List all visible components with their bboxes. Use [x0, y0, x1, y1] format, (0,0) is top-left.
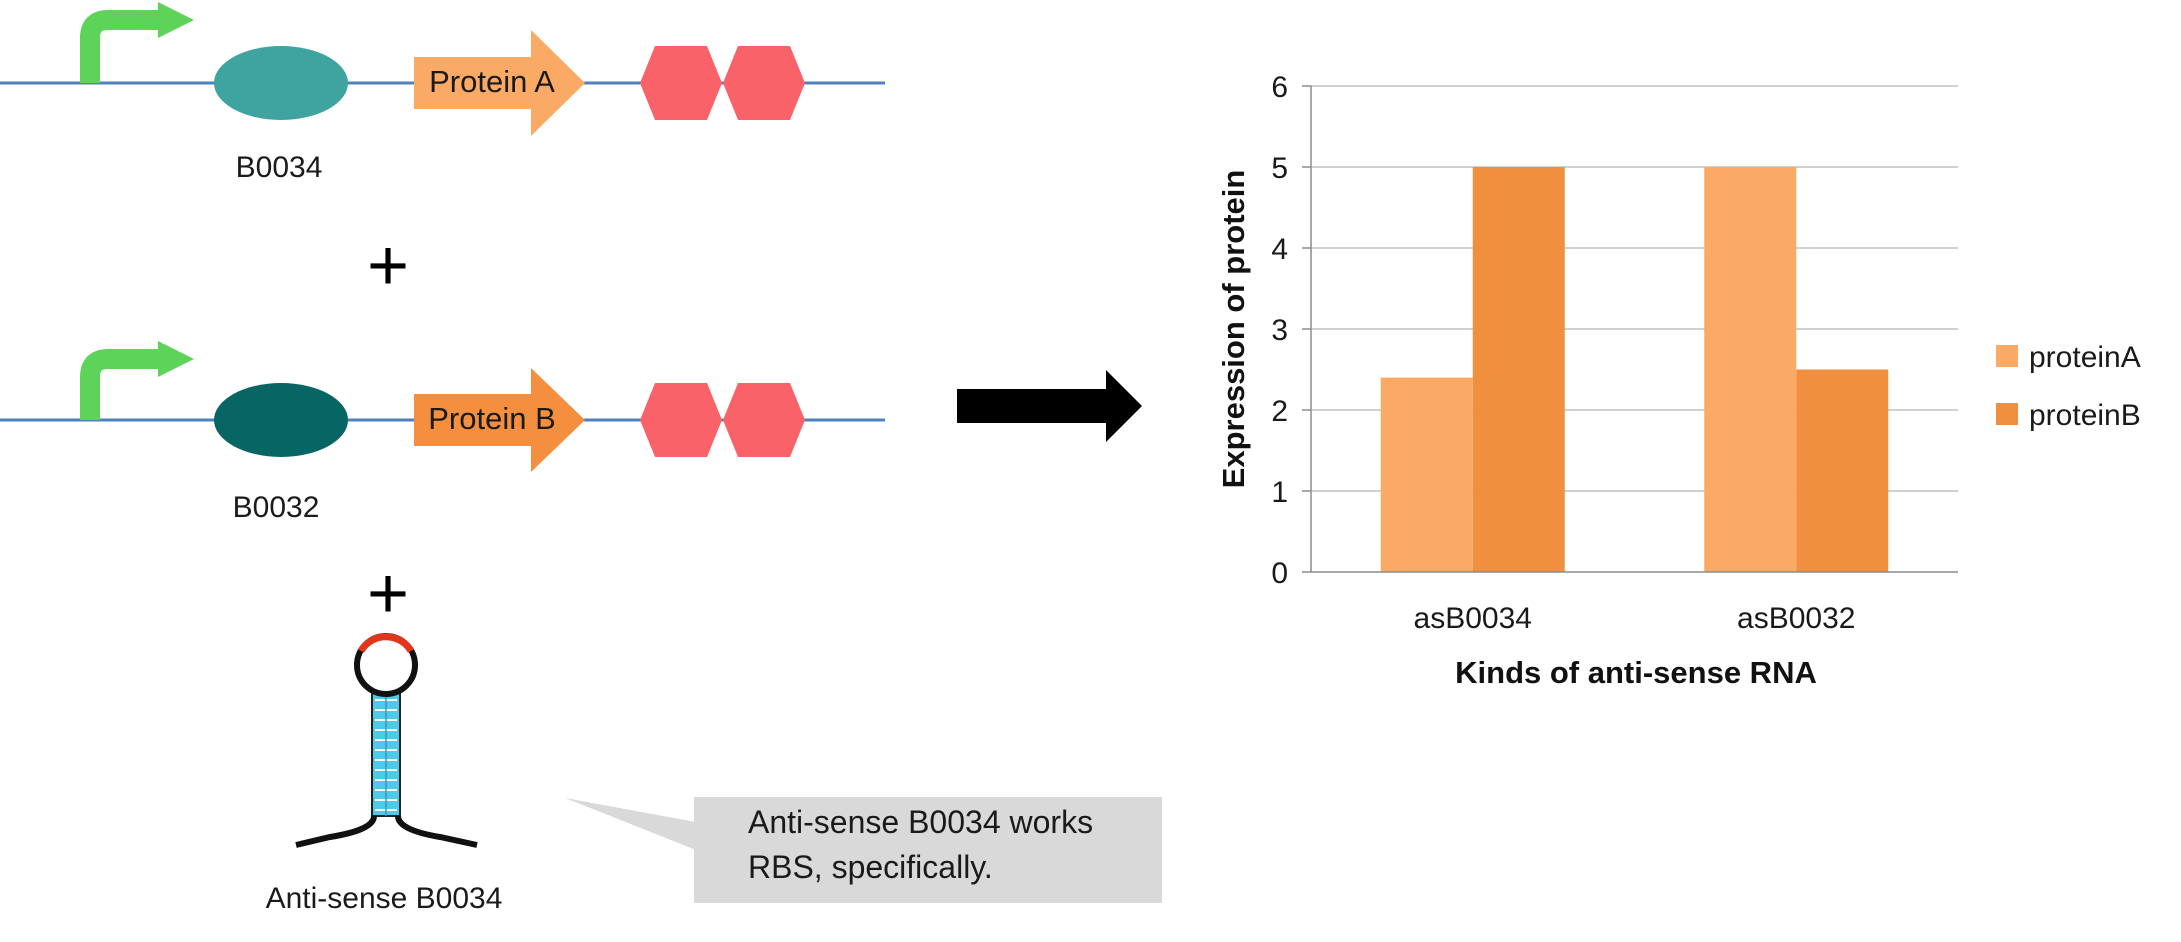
hairpin-tail-left — [295, 815, 377, 848]
plus-sign: + — [367, 226, 409, 306]
legend-swatch-proteinB — [1996, 403, 2018, 425]
y-tick-label: 0 — [1271, 557, 1288, 590]
terminator-hexagon-icon — [640, 383, 722, 457]
legend-label-proteinA: proteinA — [2029, 341, 2141, 374]
promoter-arrow-icon — [80, 10, 160, 83]
rbs-ellipse-b — [214, 383, 348, 457]
chart-legend: proteinA proteinB — [1996, 341, 2141, 432]
construct-b: Protein B B0032 — [0, 341, 885, 524]
legend-label-proteinB: proteinB — [2029, 399, 2141, 432]
x-tick-labels: asB0034 asB0032 — [1414, 602, 1856, 635]
gene-arrow-b — [414, 368, 585, 472]
rbs-ellipse-a — [214, 46, 348, 120]
plus-sign: + — [367, 554, 409, 634]
bar-proteinA-asB0034 — [1380, 377, 1473, 572]
terminator-hexagon-icon — [723, 383, 805, 457]
construct-a: Protein A B0034 — [0, 2, 885, 184]
y-tick-label: 3 — [1271, 314, 1288, 347]
callout-line-1: Anti-sense B0034 works — [748, 804, 1093, 840]
gene-label-a: Protein A — [429, 64, 555, 99]
promoter-arrowhead-icon — [158, 2, 194, 38]
x-tick-label: asB0034 — [1414, 602, 1532, 635]
y-tick-label: 6 — [1271, 71, 1288, 104]
terminator-hexagon-icon — [723, 46, 805, 120]
callout-box — [694, 797, 1162, 903]
y-tick-label: 5 — [1271, 152, 1288, 185]
y-axis-title: Expression of protein — [1216, 170, 1251, 489]
rbs-label-a: B0034 — [236, 151, 323, 184]
promoter-arrowhead-icon — [158, 341, 194, 377]
antisense-hairpin: Anti-sense B0034 — [266, 633, 503, 915]
terminator-hexagon-icon — [640, 46, 722, 120]
chart-bars — [1380, 167, 1889, 572]
hairpin-tail-right — [395, 815, 478, 848]
bar-proteinB-asB0032 — [1796, 369, 1889, 572]
rbs-label-b: B0032 — [233, 491, 320, 524]
gene-label-b: Protein B — [428, 401, 556, 436]
y-tick-label: 2 — [1271, 395, 1288, 428]
callout: Anti-sense B0034 works RBS, specifically… — [565, 797, 1162, 903]
x-axis-title: Kinds of anti-sense RNA — [1455, 655, 1817, 690]
x-tick-label: asB0032 — [1737, 602, 1855, 635]
callout-line-2: RBS, specifically. — [748, 849, 993, 885]
gene-arrow-a — [414, 30, 585, 136]
callout-pointer — [565, 798, 696, 850]
bar-chart: 0 1 2 3 4 5 6 asB0034 asB0032 Kinds of anti-sen… — [1216, 71, 2141, 690]
bar-proteinB-asB0034 — [1472, 167, 1565, 572]
y-tick-labels: 0 1 2 3 4 5 6 — [1271, 71, 1288, 590]
y-tick-label: 4 — [1271, 233, 1288, 266]
result-arrow-icon — [957, 370, 1142, 442]
bar-proteinA-asB0032 — [1704, 167, 1797, 572]
y-tick-label: 1 — [1271, 476, 1288, 509]
promoter-arrow-icon — [80, 349, 160, 420]
legend-swatch-proteinA — [1996, 345, 2018, 367]
antisense-label: Anti-sense B0034 — [266, 882, 503, 915]
loop-rbs-segment — [357, 633, 415, 653]
